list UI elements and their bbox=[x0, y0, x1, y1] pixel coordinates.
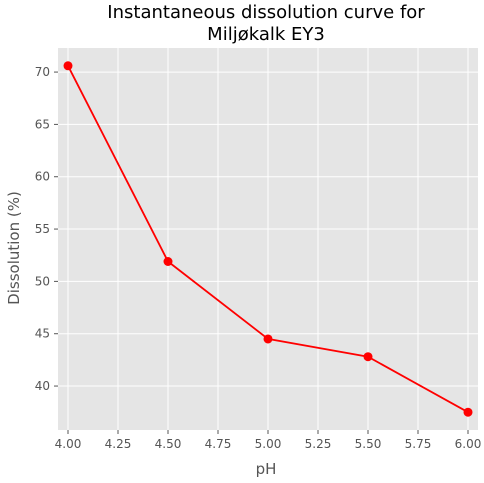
x-axis-label: pH bbox=[256, 460, 277, 478]
series-layer bbox=[63, 61, 473, 417]
data-point bbox=[63, 61, 73, 71]
x-tick-label: 4.75 bbox=[205, 437, 232, 451]
x-tick-label: 4.50 bbox=[155, 437, 182, 451]
y-tick-label: 60 bbox=[35, 170, 50, 184]
y-axis-ticks: 40 45 50 55 60 65 70 bbox=[35, 65, 58, 393]
data-point bbox=[163, 257, 173, 267]
grid-lines bbox=[58, 48, 478, 430]
y-tick-label: 70 bbox=[35, 65, 50, 79]
data-point bbox=[463, 407, 473, 417]
data-point bbox=[363, 352, 373, 362]
y-axis-label: Dissolution (%) bbox=[5, 191, 23, 305]
x-tick-label: 5.75 bbox=[405, 437, 432, 451]
chart-title-line-1: Instantaneous dissolution curve for bbox=[107, 2, 425, 23]
x-tick-label: 5.00 bbox=[255, 437, 282, 451]
data-point bbox=[263, 334, 273, 344]
x-axis-ticks: 4.00 4.25 4.50 4.75 5.00 5.25 5.50 5.75 6.00 bbox=[55, 430, 482, 451]
y-tick-label: 40 bbox=[35, 379, 50, 393]
y-tick-label: 50 bbox=[35, 274, 50, 288]
y-tick-label: 45 bbox=[35, 327, 50, 341]
x-tick-label: 4.00 bbox=[55, 437, 82, 451]
x-tick-label: 5.50 bbox=[355, 437, 382, 451]
y-tick-label: 55 bbox=[35, 222, 50, 236]
x-tick-label: 4.25 bbox=[105, 437, 132, 451]
y-tick-label: 65 bbox=[35, 117, 50, 131]
x-tick-label: 6.00 bbox=[455, 437, 482, 451]
x-tick-label: 5.25 bbox=[305, 437, 332, 451]
chart-title-line-2: Miljøkalk EY3 bbox=[207, 24, 325, 45]
